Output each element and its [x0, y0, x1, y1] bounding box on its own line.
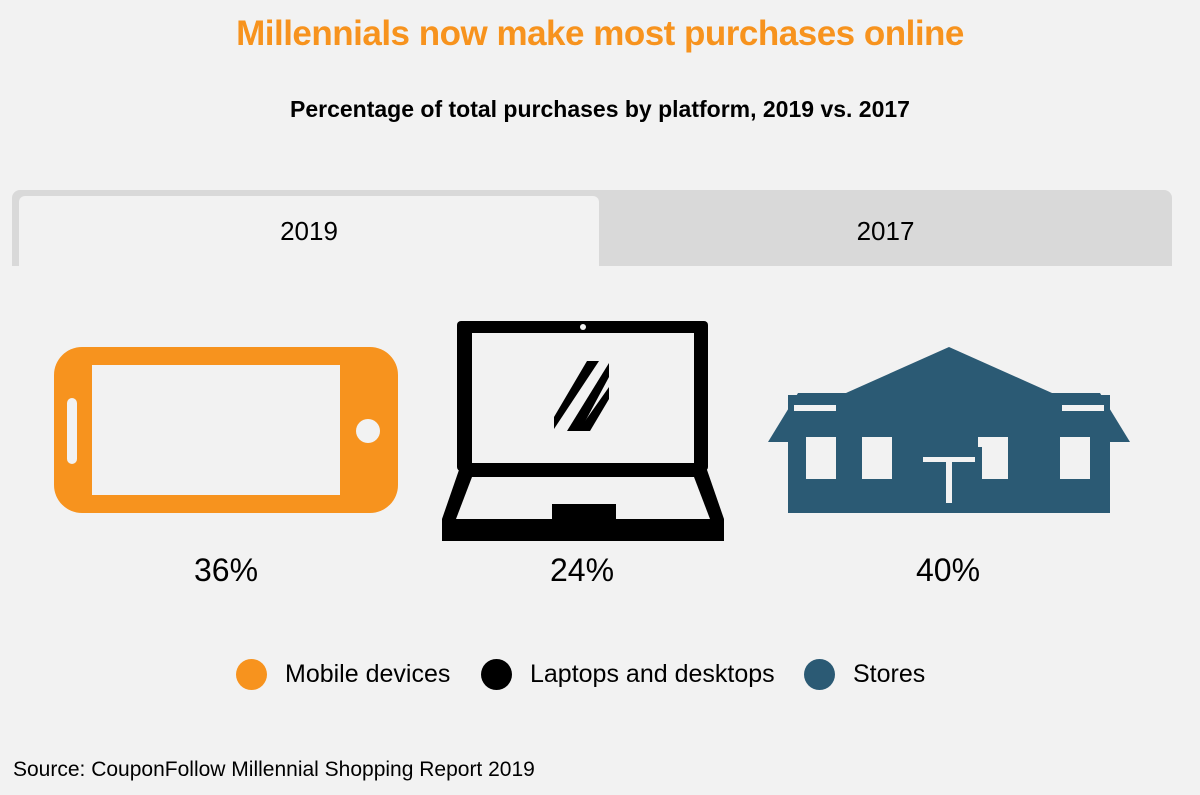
legend-swatch-stores: [804, 658, 835, 690]
laptop-icon: [442, 321, 724, 541]
chart-subtitle: Percentage of total purchases by platfor…: [290, 96, 910, 122]
source-note: Source: CouponFollow Millennial Shopping…: [13, 758, 535, 781]
year-tab-bar: 2019 2017: [12, 190, 1172, 266]
chart-legend: Mobile devices Laptops and desktops Stor…: [0, 654, 1200, 694]
legend-swatch-laptops: [481, 658, 512, 690]
data-label-laptops: 24%: [549, 552, 615, 588]
legend-label-stores: Stores: [853, 659, 926, 688]
store-icon: [768, 347, 1130, 513]
legend-item-stores: Stores: [804, 654, 925, 694]
legend-item-laptops: Laptops and desktops: [481, 654, 775, 694]
legend-label-mobile: Mobile devices: [285, 659, 451, 688]
legend-label-laptops: Laptops and desktops: [530, 659, 775, 688]
legend-swatch-mobile: [236, 658, 267, 690]
legend-item-mobile: Mobile devices: [236, 654, 450, 694]
data-label-mobile: 36%: [193, 552, 259, 588]
smartphone-icon: [54, 347, 398, 513]
tab-2019[interactable]: 2019: [19, 196, 599, 266]
chart-title: Millennials now make most purchases onli…: [236, 14, 964, 53]
data-label-stores: 40%: [915, 552, 981, 588]
tab-2017[interactable]: 2017: [856, 215, 915, 246]
